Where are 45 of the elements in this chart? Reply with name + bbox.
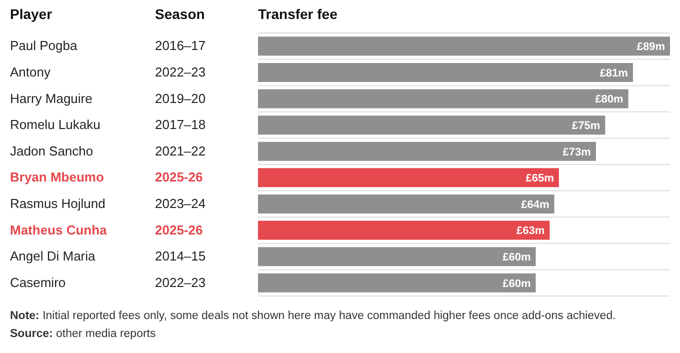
bar	[258, 168, 559, 188]
y2-tick-label: 2023–24	[155, 196, 206, 211]
y2-tick-label: 2019–20	[155, 90, 206, 106]
y-tick-label: Matheus Cunha	[10, 222, 108, 238]
y2-tick-label: 2017–18	[155, 117, 206, 132]
y2-tick-label: 2025-26	[155, 222, 203, 238]
data-label: £64m	[521, 198, 550, 211]
y2-tick-label: 2022–23	[155, 64, 206, 80]
x-axis-title: Transfer fee	[258, 6, 338, 22]
data-label: £63m	[516, 225, 545, 238]
y2-tick-label: 2021–22	[155, 143, 206, 158]
y2-axis-title: Season	[155, 6, 205, 22]
y-tick-label: Rasmus Hojlund	[10, 196, 106, 211]
source-note: Source: other media reports	[10, 328, 156, 340]
y-tick-label: Jadon Sancho	[10, 143, 94, 158]
y-tick-label: Antony	[10, 64, 51, 80]
bar	[258, 194, 554, 214]
bar	[258, 247, 536, 266]
y-tick-label: Harry Maguire	[10, 90, 92, 106]
y2-tick-label: 2022–23	[155, 274, 206, 290]
y-tick-label: Angel Di Maria	[10, 248, 96, 264]
data-label: £60m	[502, 251, 531, 264]
y2-tick-label: 2014–15	[155, 248, 206, 264]
bar	[258, 142, 596, 161]
data-label: £80m	[595, 94, 624, 106]
data-label: £60m	[502, 278, 531, 290]
data-label: £75m	[572, 120, 600, 132]
bar	[258, 89, 628, 108]
y-tick-label: Bryan Mbeumo	[10, 170, 104, 185]
data-label: £73m	[562, 146, 592, 158]
data-label: £89m	[636, 41, 666, 54]
y-tick-label: Romelu Lukaku	[10, 117, 100, 132]
data-label: £81m	[600, 67, 628, 80]
y2-tick-label: 2025-26	[155, 170, 203, 185]
bar	[258, 62, 633, 82]
bar	[258, 220, 550, 240]
y-axis-title: Player	[10, 6, 52, 22]
y2-tick-label: 2016–17	[155, 38, 206, 54]
data-label: £65m	[526, 172, 554, 185]
y-tick-label: Casemiro	[10, 274, 66, 290]
bar	[258, 36, 670, 56]
text: Note: Initial reported fees only, some deals not shown here may have commanded higher fees once add-ons achieved.	[10, 310, 616, 322]
bar	[258, 116, 606, 135]
y-tick-label: Paul Pogba	[10, 38, 78, 54]
bar	[258, 273, 536, 292]
